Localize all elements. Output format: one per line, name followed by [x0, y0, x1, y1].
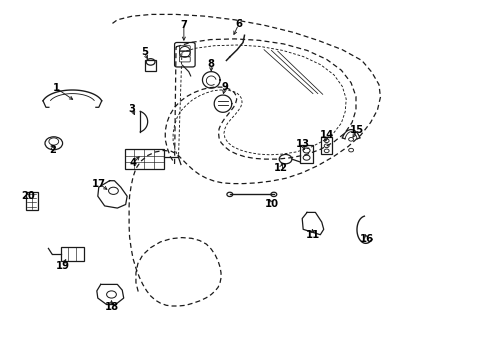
- Text: 19: 19: [56, 261, 69, 271]
- Text: 4: 4: [130, 158, 137, 168]
- Text: 20: 20: [21, 191, 35, 201]
- Text: 11: 11: [305, 230, 320, 240]
- Text: 12: 12: [273, 163, 287, 173]
- Bar: [26, 192, 38, 210]
- Text: 16: 16: [359, 234, 373, 244]
- Text: 5: 5: [141, 47, 147, 57]
- Text: 1: 1: [53, 83, 60, 93]
- Text: 13: 13: [295, 139, 309, 149]
- Bar: [321, 137, 331, 154]
- Bar: [61, 247, 84, 261]
- Bar: [299, 145, 313, 163]
- Text: 18: 18: [104, 302, 118, 312]
- Bar: [144, 60, 155, 71]
- Bar: [124, 149, 163, 169]
- Text: 9: 9: [221, 82, 228, 93]
- Text: 6: 6: [235, 19, 242, 30]
- Text: 14: 14: [319, 130, 333, 140]
- Text: 7: 7: [180, 20, 187, 30]
- Text: 15: 15: [349, 125, 363, 135]
- Text: 2: 2: [49, 145, 56, 155]
- Text: 17: 17: [92, 179, 105, 189]
- Text: 10: 10: [264, 199, 278, 210]
- Text: 8: 8: [207, 59, 214, 69]
- Text: 3: 3: [128, 104, 135, 114]
